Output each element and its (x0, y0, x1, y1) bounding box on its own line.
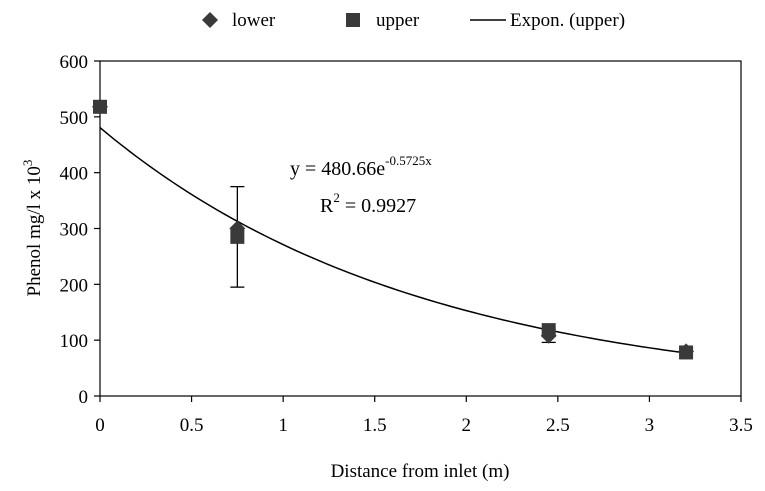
y-axis: 0 100 200 300 400 500 600 (60, 52, 100, 408)
x-tick-label: 2 (462, 415, 472, 436)
error-bars (230, 185, 694, 356)
y-tick-label: 500 (60, 108, 89, 129)
legend-label-trendline: Expon. (upper) (510, 10, 625, 31)
point-upper (679, 345, 694, 360)
x-tick-label: 2.5 (546, 415, 570, 436)
y-tick-label: 200 (60, 275, 89, 296)
trendline-expon-upper (99, 127, 687, 354)
plot-area (99, 60, 742, 397)
y-axis-title-exponent: 3 (20, 160, 35, 167)
point-upper (541, 323, 556, 338)
equation-label: y = 480.66e-0.5725x (290, 153, 432, 180)
x-tick-label: 3 (645, 415, 655, 436)
trendline-group (99, 127, 687, 354)
point-upper (230, 229, 245, 244)
x-tick-label: 3.5 (729, 415, 753, 436)
y-axis-title: Phenol mg/l x 103 (20, 160, 45, 297)
legend-label-upper: upper (376, 10, 420, 31)
legend-item-trendline: Expon. (upper) (470, 10, 625, 31)
r-squared-label: R2 = 0.9927 (320, 190, 416, 217)
y-tick-label: 400 (60, 164, 89, 185)
x-tick-label: 1 (278, 415, 288, 436)
y-tick-label: 0 (79, 387, 89, 408)
y-tick-label: 600 (60, 52, 89, 73)
r2-exponent: 2 (333, 190, 340, 205)
r2-value: = 0.9927 (340, 195, 416, 217)
x-axis-title: Distance from inlet (m) (331, 461, 510, 482)
legend-item-upper: upper (346, 10, 420, 31)
legend-label-lower: lower (232, 10, 276, 31)
r2-base: R (320, 195, 334, 217)
x-tick-label: 0 (95, 415, 105, 436)
x-tick-label: 0.5 (180, 415, 204, 436)
x-tick-label: 1.5 (363, 415, 387, 436)
legend-square-marker (346, 13, 360, 27)
y-tick-label: 300 (60, 220, 89, 241)
point-upper (93, 99, 107, 114)
equation-base: y = 480.66e (290, 158, 385, 180)
legend-diamond-marker (202, 12, 218, 28)
x-axis: 0 0.5 1 1.5 2 2.5 3 3.5 (95, 396, 753, 436)
equation-exponent: -0.5725x (385, 153, 432, 168)
legend: lower upper Expon. (upper) (202, 10, 625, 31)
y-tick-label: 100 (60, 331, 89, 352)
legend-item-lower: lower (202, 10, 276, 31)
data-points (92, 98, 695, 360)
y-axis-title-base: Phenol mg/l x 10 (24, 166, 45, 296)
